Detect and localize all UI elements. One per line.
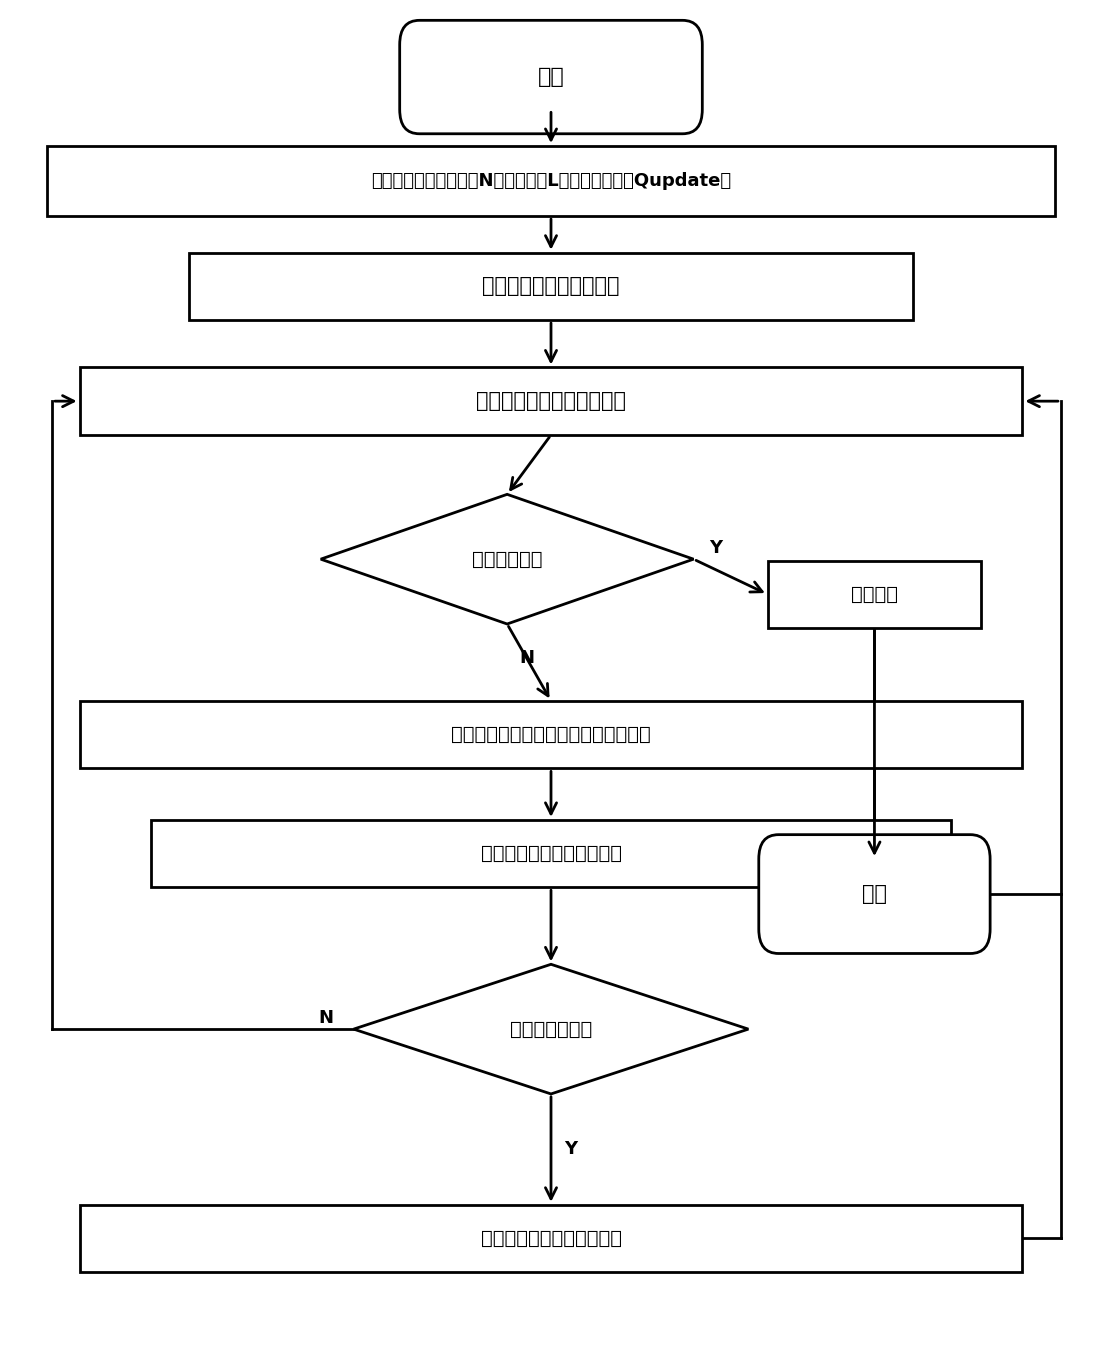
Text: 混养操作和新品种引入操作: 混养操作和新品种引入操作 bbox=[480, 843, 622, 862]
Bar bbox=[190, 252, 912, 320]
Text: 计算圈舍代价函数值并排序: 计算圈舍代价函数值并排序 bbox=[476, 391, 626, 411]
Text: 满足终止条件: 满足终止条件 bbox=[472, 549, 542, 568]
Text: N: N bbox=[519, 648, 534, 667]
Bar bbox=[79, 701, 1023, 769]
Text: N: N bbox=[318, 1009, 334, 1028]
Polygon shape bbox=[321, 495, 693, 624]
Text: Y: Y bbox=[709, 540, 722, 557]
Text: 选取最优圈舍进行人工改造: 选取最优圈舍进行人工改造 bbox=[480, 1229, 622, 1248]
Bar bbox=[79, 1204, 1023, 1272]
FancyBboxPatch shape bbox=[759, 835, 990, 953]
Text: 结束: 结束 bbox=[862, 884, 887, 904]
Text: 初始化：设置圈舍数量N；饲养代数L；新品种引入率Qupdate。: 初始化：设置圈舍数量N；饲养代数L；新品种引入率Qupdate。 bbox=[371, 172, 731, 190]
Text: 计算圈舍的物种数量、出栏率和入栏率: 计算圈舍的物种数量、出栏率和入栏率 bbox=[451, 725, 651, 744]
Text: Y: Y bbox=[564, 1140, 577, 1158]
Text: 开始: 开始 bbox=[538, 66, 564, 87]
Polygon shape bbox=[354, 964, 748, 1094]
Bar bbox=[151, 820, 951, 887]
Text: 搜索动力不足？: 搜索动力不足？ bbox=[510, 1020, 592, 1039]
Text: 输出结果: 输出结果 bbox=[851, 584, 898, 603]
Text: 初始化圈舍物种分布情况: 初始化圈舍物种分布情况 bbox=[483, 277, 619, 297]
Bar bbox=[46, 146, 1056, 216]
Bar bbox=[768, 560, 982, 628]
FancyBboxPatch shape bbox=[400, 20, 702, 134]
Bar bbox=[79, 367, 1023, 435]
